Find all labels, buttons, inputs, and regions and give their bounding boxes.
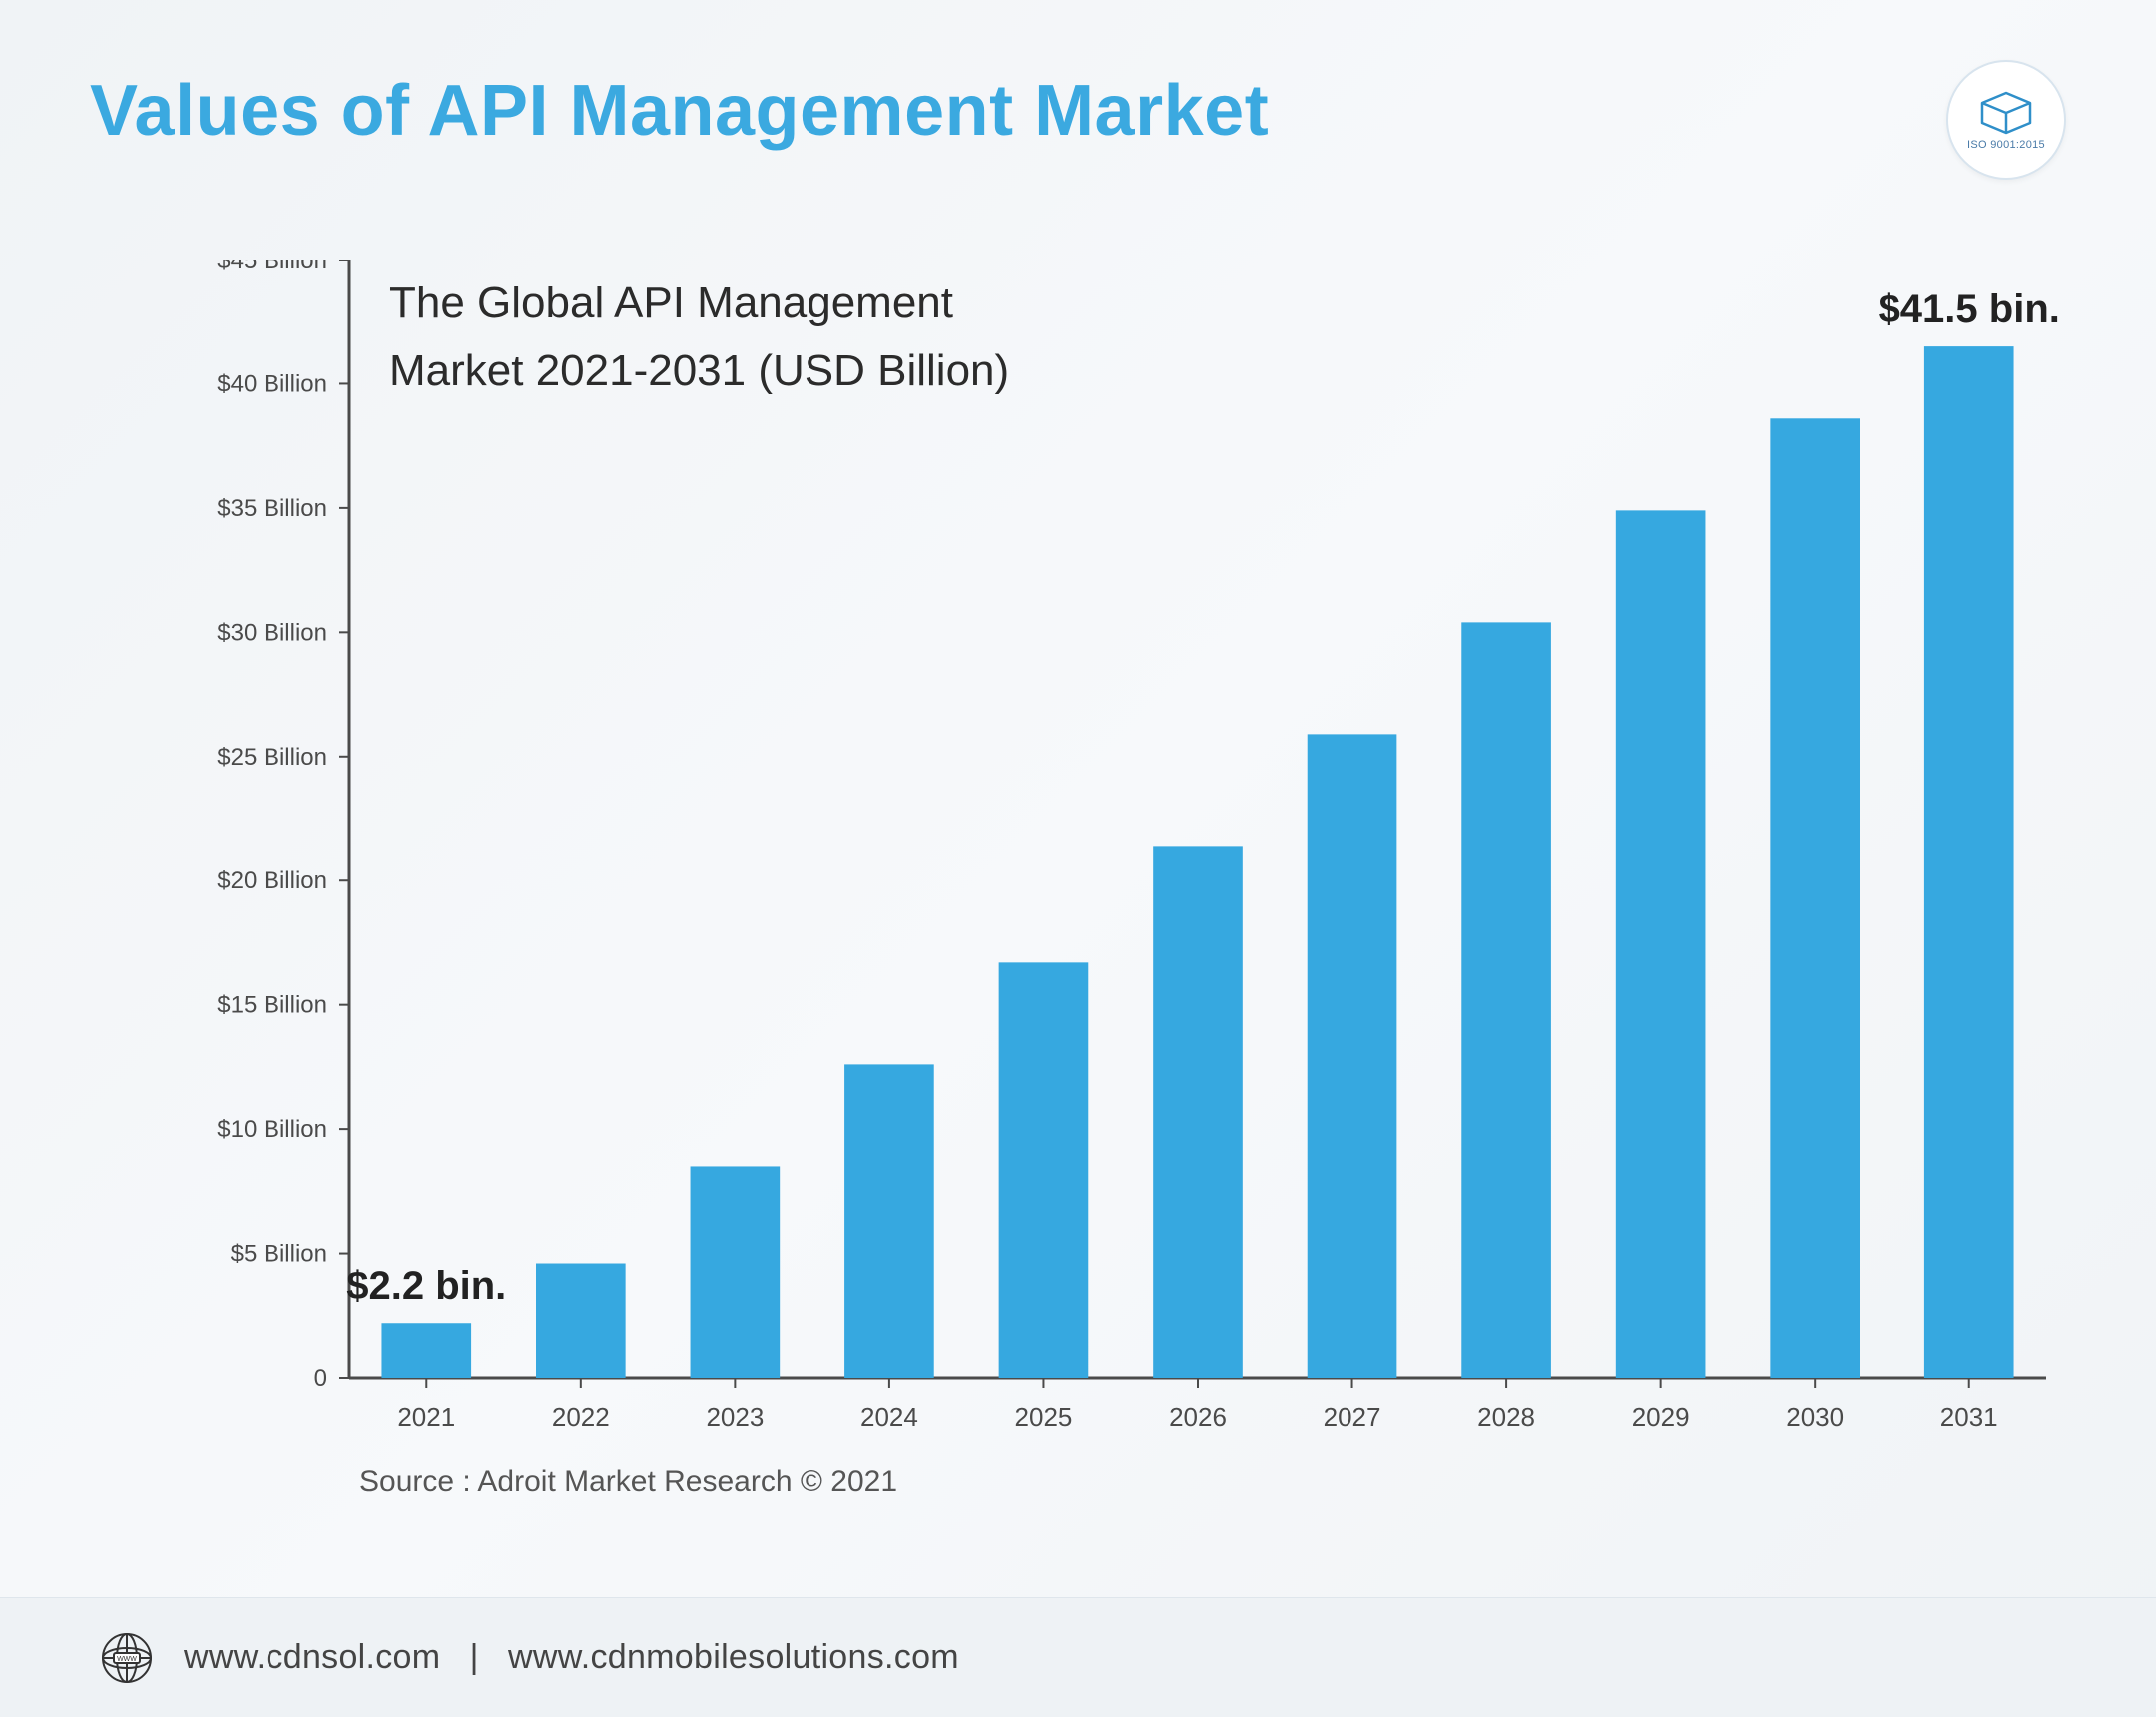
globe-icon: WWW <box>100 1631 154 1685</box>
footer: WWW www.cdnsol.com | www.cdnmobilesoluti… <box>0 1597 2156 1717</box>
bar <box>381 1323 471 1378</box>
svg-text:$40 Billion: $40 Billion <box>217 370 327 397</box>
svg-text:$20 Billion: $20 Billion <box>217 867 327 894</box>
svg-text:2027: 2027 <box>1324 1402 1381 1431</box>
svg-text:2025: 2025 <box>1015 1402 1073 1431</box>
footer-url-2: www.cdnmobilesolutions.com <box>508 1638 959 1676</box>
page-title: Values of API Management Market <box>90 70 1269 152</box>
bar-chart: 0 $5 Billion $10 Billion $15 Billion $20 Bil… <box>90 260 2066 1517</box>
cube-logo-icon <box>1974 89 2038 137</box>
value-callout: $2.2 bin. <box>346 1264 506 1308</box>
svg-text:2030: 2030 <box>1786 1402 1844 1431</box>
chart-area: 0 $5 Billion $10 Billion $15 Billion $20 Bil… <box>90 260 2066 1517</box>
infographic-canvas: Values of API Management Market ISO 9001… <box>0 0 2156 1717</box>
svg-text:2024: 2024 <box>860 1402 918 1431</box>
svg-text:$30 Billion: $30 Billion <box>217 619 327 646</box>
svg-text:$25 Billion: $25 Billion <box>217 744 327 771</box>
bar <box>1308 734 1397 1378</box>
svg-text:2028: 2028 <box>1477 1402 1535 1431</box>
svg-text:2023: 2023 <box>706 1402 764 1431</box>
svg-text:$35 Billion: $35 Billion <box>217 495 327 522</box>
logo-subtext: ISO 9001:2015 <box>1967 139 2045 151</box>
footer-separator: | <box>470 1638 479 1676</box>
bar <box>1153 846 1243 1378</box>
svg-text:2026: 2026 <box>1169 1402 1227 1431</box>
footer-url-1: www.cdnsol.com <box>184 1638 440 1676</box>
svg-text:$10 Billion: $10 Billion <box>217 1116 327 1143</box>
value-callout: $41.5 bin. <box>1879 287 2060 331</box>
chart-source: Source : Adroit Market Research © 2021 <box>359 1465 897 1499</box>
bar <box>1770 418 1860 1378</box>
svg-text:WWW: WWW <box>117 1656 137 1663</box>
bar <box>536 1264 626 1378</box>
bar <box>1924 346 2014 1378</box>
chart-subtitle: The Global API Management Market 2021-20… <box>389 270 1028 405</box>
footer-urls: www.cdnsol.com | www.cdnmobilesolutions.… <box>184 1638 959 1677</box>
bar <box>1616 510 1706 1378</box>
header: Values of API Management Market ISO 9001… <box>90 70 2066 180</box>
bar <box>999 962 1089 1378</box>
svg-text:$45 Billion: $45 Billion <box>217 260 327 274</box>
svg-text:2031: 2031 <box>1940 1402 1998 1431</box>
svg-text:2021: 2021 <box>397 1402 455 1431</box>
svg-text:0: 0 <box>314 1365 327 1392</box>
svg-text:2029: 2029 <box>1632 1402 1690 1431</box>
svg-text:$15 Billion: $15 Billion <box>217 992 327 1019</box>
bar <box>691 1166 781 1378</box>
bar <box>844 1064 934 1378</box>
brand-logo: ISO 9001:2015 <box>1946 60 2066 180</box>
svg-text:2022: 2022 <box>552 1402 610 1431</box>
svg-text:$5 Billion: $5 Billion <box>231 1241 327 1268</box>
bar <box>1461 622 1551 1378</box>
